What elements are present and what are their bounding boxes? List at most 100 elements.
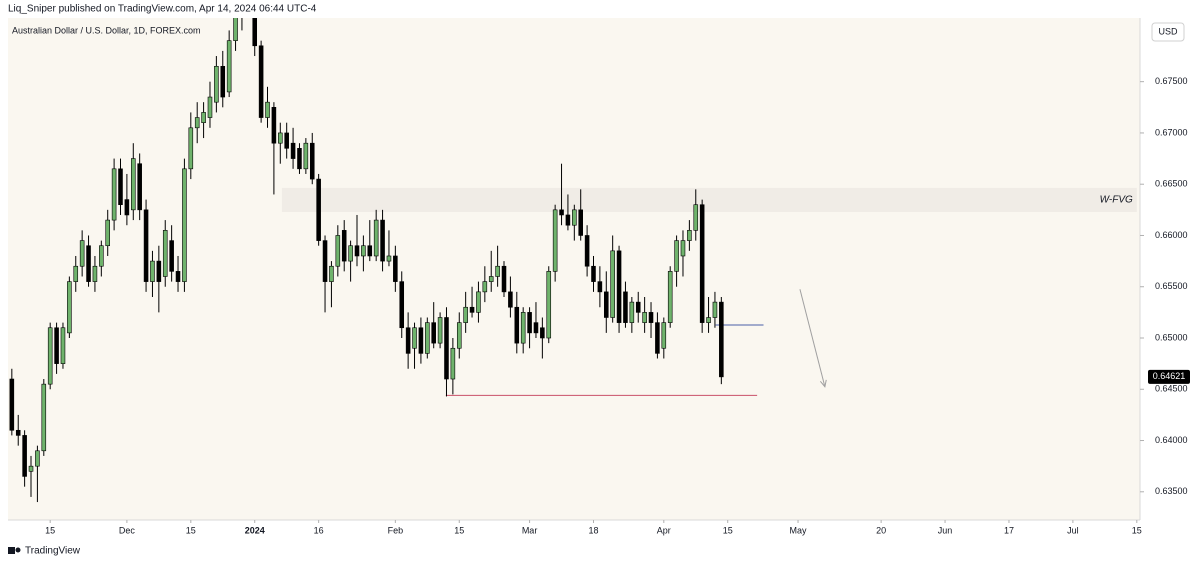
x-tick-label: Dec <box>119 525 136 535</box>
candle-body <box>482 281 488 293</box>
candle-body <box>655 322 660 354</box>
tradingview-logo <box>8 547 21 554</box>
x-tick-label: May <box>790 525 808 535</box>
candle-body <box>508 291 513 308</box>
y-tick-label: 0.66000 <box>1155 230 1188 240</box>
candle-body <box>719 301 724 378</box>
fvg-label: W-FVG <box>1100 195 1133 206</box>
x-tick-label: 18 <box>588 525 598 535</box>
candle-body <box>706 317 711 323</box>
x-tick-label: Feb <box>388 525 404 535</box>
candle-body <box>118 168 123 206</box>
candle-body <box>233 18 238 41</box>
candle-body <box>220 65 226 98</box>
y-tick-label: 0.67500 <box>1155 76 1188 86</box>
candle-body <box>584 235 590 267</box>
candle-body <box>699 204 705 323</box>
y-tick-label: 0.64000 <box>1155 435 1188 445</box>
candle-body <box>367 245 373 257</box>
candle-body <box>552 209 558 272</box>
candle-body <box>303 142 309 170</box>
candle-body <box>527 312 532 334</box>
candle-body <box>687 230 692 241</box>
plot-background <box>8 18 1140 520</box>
candle-body <box>41 383 47 452</box>
candle-body <box>226 40 232 93</box>
candle-body <box>667 271 673 323</box>
x-tick-label: Mar <box>522 525 538 535</box>
candle-body <box>635 301 641 313</box>
candle-body <box>623 291 628 323</box>
plot <box>3 18 1137 503</box>
x-tick-label: Jun <box>938 525 953 535</box>
candle-body <box>501 265 507 293</box>
candle-body <box>648 312 654 323</box>
candle-body <box>693 204 699 231</box>
x-tick-label: 17 <box>1004 525 1014 535</box>
candle-body <box>73 265 79 282</box>
candle-body <box>182 168 187 282</box>
candle-body <box>348 245 353 262</box>
currency-label[interactable]: USD <box>1158 26 1178 36</box>
currency-button[interactable] <box>1151 22 1185 42</box>
candle-body <box>252 18 258 47</box>
arrow-head <box>819 379 827 388</box>
footer-brand: TradingView <box>25 546 81 557</box>
candle-body <box>47 327 53 385</box>
candle-body <box>156 260 162 282</box>
candle-body <box>105 219 110 247</box>
candle-body <box>86 245 91 282</box>
symbol-title: Australian Dollar / U.S. Dollar, 1D, FOR… <box>12 25 201 35</box>
candle-body <box>284 132 289 149</box>
y-tick-label: 0.67000 <box>1155 127 1188 137</box>
x-tick-label: 15 <box>454 525 464 535</box>
candle-body <box>271 107 277 144</box>
candle-body <box>54 327 59 364</box>
candle-body <box>278 132 283 144</box>
publisher-header: Liq_Sniper published on TradingView.com,… <box>8 4 317 15</box>
candle-body <box>207 96 213 118</box>
candle-body <box>572 209 577 226</box>
x-tick-label: 15 <box>723 525 733 535</box>
candle-body <box>642 312 647 323</box>
candle-body <box>431 322 436 344</box>
candle-body <box>150 260 155 282</box>
candle-body <box>514 306 520 344</box>
x-tick-label: 15 <box>1132 525 1142 535</box>
candle-body <box>162 230 168 277</box>
candle-body <box>143 209 149 282</box>
candle-body <box>3 328 7 379</box>
x-tick-label: Jul <box>1067 525 1079 535</box>
candle-body <box>380 219 385 262</box>
candle-body <box>92 265 98 282</box>
candle-body <box>188 127 194 170</box>
candle-body <box>565 214 571 226</box>
candle-body <box>444 317 449 380</box>
candle-body <box>124 199 130 216</box>
candle-body <box>265 101 270 118</box>
candle-body <box>578 209 583 236</box>
candle-body <box>322 240 328 282</box>
candle-body <box>35 450 40 467</box>
y-tick-label: 0.63500 <box>1155 486 1188 496</box>
candle-body <box>418 327 424 354</box>
candle-body <box>425 322 430 354</box>
candle-body <box>99 245 104 267</box>
candle-body <box>597 281 603 293</box>
last-price-label: 0.64621 <box>1153 371 1186 381</box>
candle-body <box>169 240 174 272</box>
fvg-zone <box>281 187 1137 212</box>
candle-body <box>373 219 379 257</box>
last-price-box <box>1148 369 1190 384</box>
candle-body <box>258 45 264 118</box>
candle-body <box>559 209 564 216</box>
candle-body <box>456 322 462 349</box>
candle-body <box>610 250 615 318</box>
candle-body <box>290 142 296 159</box>
candle-body <box>354 245 360 257</box>
candle-body <box>201 112 206 123</box>
candle-body <box>335 235 341 267</box>
arrow-shaft <box>799 289 826 387</box>
candle-body <box>329 265 334 282</box>
